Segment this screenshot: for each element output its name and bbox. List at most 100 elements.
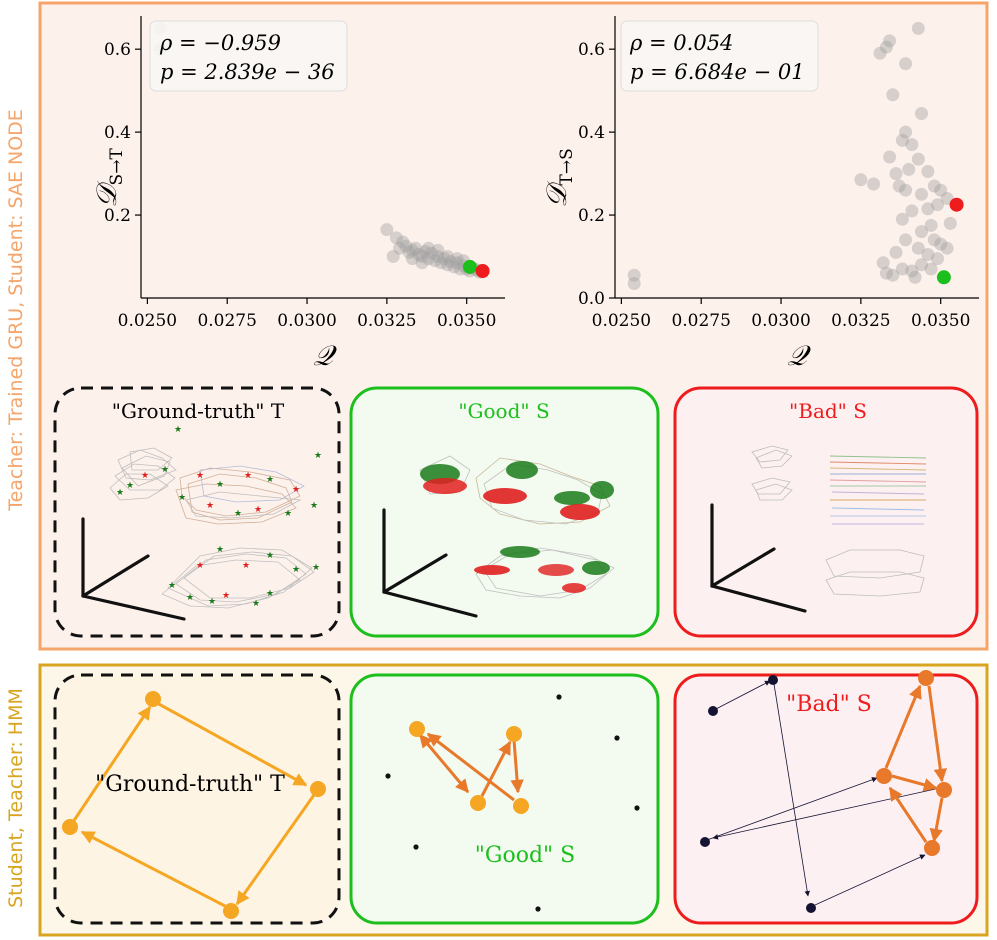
scatter-point [908, 270, 922, 284]
hmm-good-node [506, 726, 522, 742]
y-tick-label: 0.6 [578, 40, 605, 60]
top-panel-bad-title: "Bad" S [789, 399, 867, 423]
hmm-gt-edges [71, 701, 316, 908]
scatter-point [425, 246, 439, 260]
chart-2-points [627, 21, 964, 290]
top-panel-ground-truth: "Ground-truth" T ★ ★ ★ ★ ★ ★ [53, 386, 341, 638]
svg-text:★: ★ [292, 565, 300, 575]
x-tick-label: 0.0350 [911, 311, 970, 331]
hmm-bad-navy-nodes [700, 675, 816, 913]
top-panel-bad-frame [673, 386, 979, 638]
svg-text:★: ★ [174, 425, 182, 435]
hmm-good-node [470, 795, 486, 811]
hmm-good-node [513, 798, 529, 814]
scatter-point [915, 258, 928, 272]
scatter-point [867, 177, 881, 191]
svg-text:★: ★ [216, 480, 224, 490]
scatter-point [854, 173, 868, 187]
good-point-clusters [420, 461, 614, 593]
chart-2-ticks: 0.0250 0.0275 0.0300 0.0325 0.0350 0.0 0.2 0.4 0… [578, 40, 970, 331]
top-panel-good-title: "Good" S [458, 399, 549, 423]
scatter-point [940, 241, 954, 255]
scatter-point [895, 133, 909, 147]
scatter-point [386, 250, 400, 263]
scatter-point [895, 212, 909, 226]
top-panel-bad: "Bad" S [673, 386, 979, 638]
scatter-point [927, 233, 941, 247]
chart-1-xlabel: 𝒬 [313, 339, 337, 372]
svg-text:★: ★ [266, 475, 274, 485]
hmm-good-node [409, 721, 425, 737]
x-tick-label: 0.0300 [277, 311, 336, 331]
svg-text:★: ★ [206, 501, 214, 511]
top-panel-ground-truth-title: "Ground-truth" T [112, 399, 285, 423]
scatter-point [434, 256, 448, 270]
scatter-point [441, 250, 454, 263]
scatter-point [879, 266, 893, 280]
scatter-point [418, 245, 432, 259]
bad-3d-axes [710, 503, 807, 613]
scatter-point [889, 245, 903, 259]
hmm-bad-orange-nodes [876, 670, 952, 856]
scatter-point [924, 262, 938, 276]
svg-text:★: ★ [161, 465, 169, 475]
scatter-point [415, 256, 429, 270]
scatter-point [405, 252, 419, 266]
chart-2-ylabel-sub: T→S [557, 148, 577, 185]
hmm-gt-node [310, 781, 326, 797]
hmm-good-edges [418, 732, 524, 802]
bad-model-point [475, 264, 490, 278]
svg-text:★: ★ [266, 589, 274, 599]
hmm-good-nodes [409, 721, 529, 814]
bottom-panel-good-frame [349, 673, 660, 925]
hmm-bad-orange-edges [884, 684, 948, 843]
scatter-point [921, 165, 935, 178]
svg-text:★: ★ [222, 591, 230, 601]
bad-gray-bundles [751, 445, 925, 597]
scatter-point [899, 125, 913, 139]
y-tick-label: 0.6 [104, 40, 131, 60]
scatter-point [437, 252, 451, 266]
scatter-point [405, 243, 419, 257]
scatter-point [428, 254, 442, 268]
top-section-side-label: Teacher: Trained GRU, Student: SAE NODE [5, 109, 27, 512]
scatter-chart-t-to-s: 0.0250 0.0275 0.0300 0.0325 0.0350 0.0 0.2 0.4 0… [540, 16, 979, 372]
y-tick-label: 0.4 [578, 123, 605, 143]
scatter-point [431, 250, 445, 263]
x-tick-label: 0.0250 [118, 311, 177, 331]
svg-text:★: ★ [292, 485, 300, 495]
gt-trajectory-cluster-2 [175, 465, 305, 525]
svg-text:★: ★ [178, 493, 186, 503]
hmm-bad-navy-node [708, 706, 718, 716]
scatter-point [905, 138, 919, 152]
scatter-point [444, 255, 458, 268]
scatter-point [911, 152, 925, 166]
bottom-panel-ground-truth: "Ground-truth" T [53, 673, 341, 925]
svg-text:★: ★ [116, 488, 124, 498]
bottom-panel-ground-truth-title: "Ground-truth" T [95, 772, 285, 797]
scatter-chart-s-to-t: 0.0250 0.0275 0.0300 0.0325 0.03500.20.40.6 … [90, 16, 505, 372]
scatter-point [450, 256, 464, 270]
scatter-point [415, 250, 429, 263]
scatter-point [921, 202, 935, 216]
hmm-gt-node [145, 691, 161, 707]
scatter-point [396, 235, 410, 249]
x-tick-label: 0.0350 [437, 311, 496, 331]
y-tick-label: 0.0 [578, 289, 605, 309]
hmm-gt-node [62, 819, 78, 835]
scatter-point [931, 198, 944, 212]
scatter-point [934, 183, 948, 197]
hmm-bad-orange-node [876, 768, 892, 784]
svg-text:★: ★ [254, 505, 262, 515]
scatter-point [895, 262, 909, 276]
svg-text:★: ★ [284, 509, 292, 519]
scatter-point [915, 225, 928, 239]
hmm-good-dots [385, 694, 640, 912]
scatter-point [409, 241, 423, 255]
gt-3d-axes [81, 517, 186, 621]
scatter-point [873, 46, 887, 60]
hmm-bad-orange-node [924, 840, 940, 856]
chart-2-annotation-box [620, 20, 819, 92]
scatter-point [627, 277, 641, 290]
